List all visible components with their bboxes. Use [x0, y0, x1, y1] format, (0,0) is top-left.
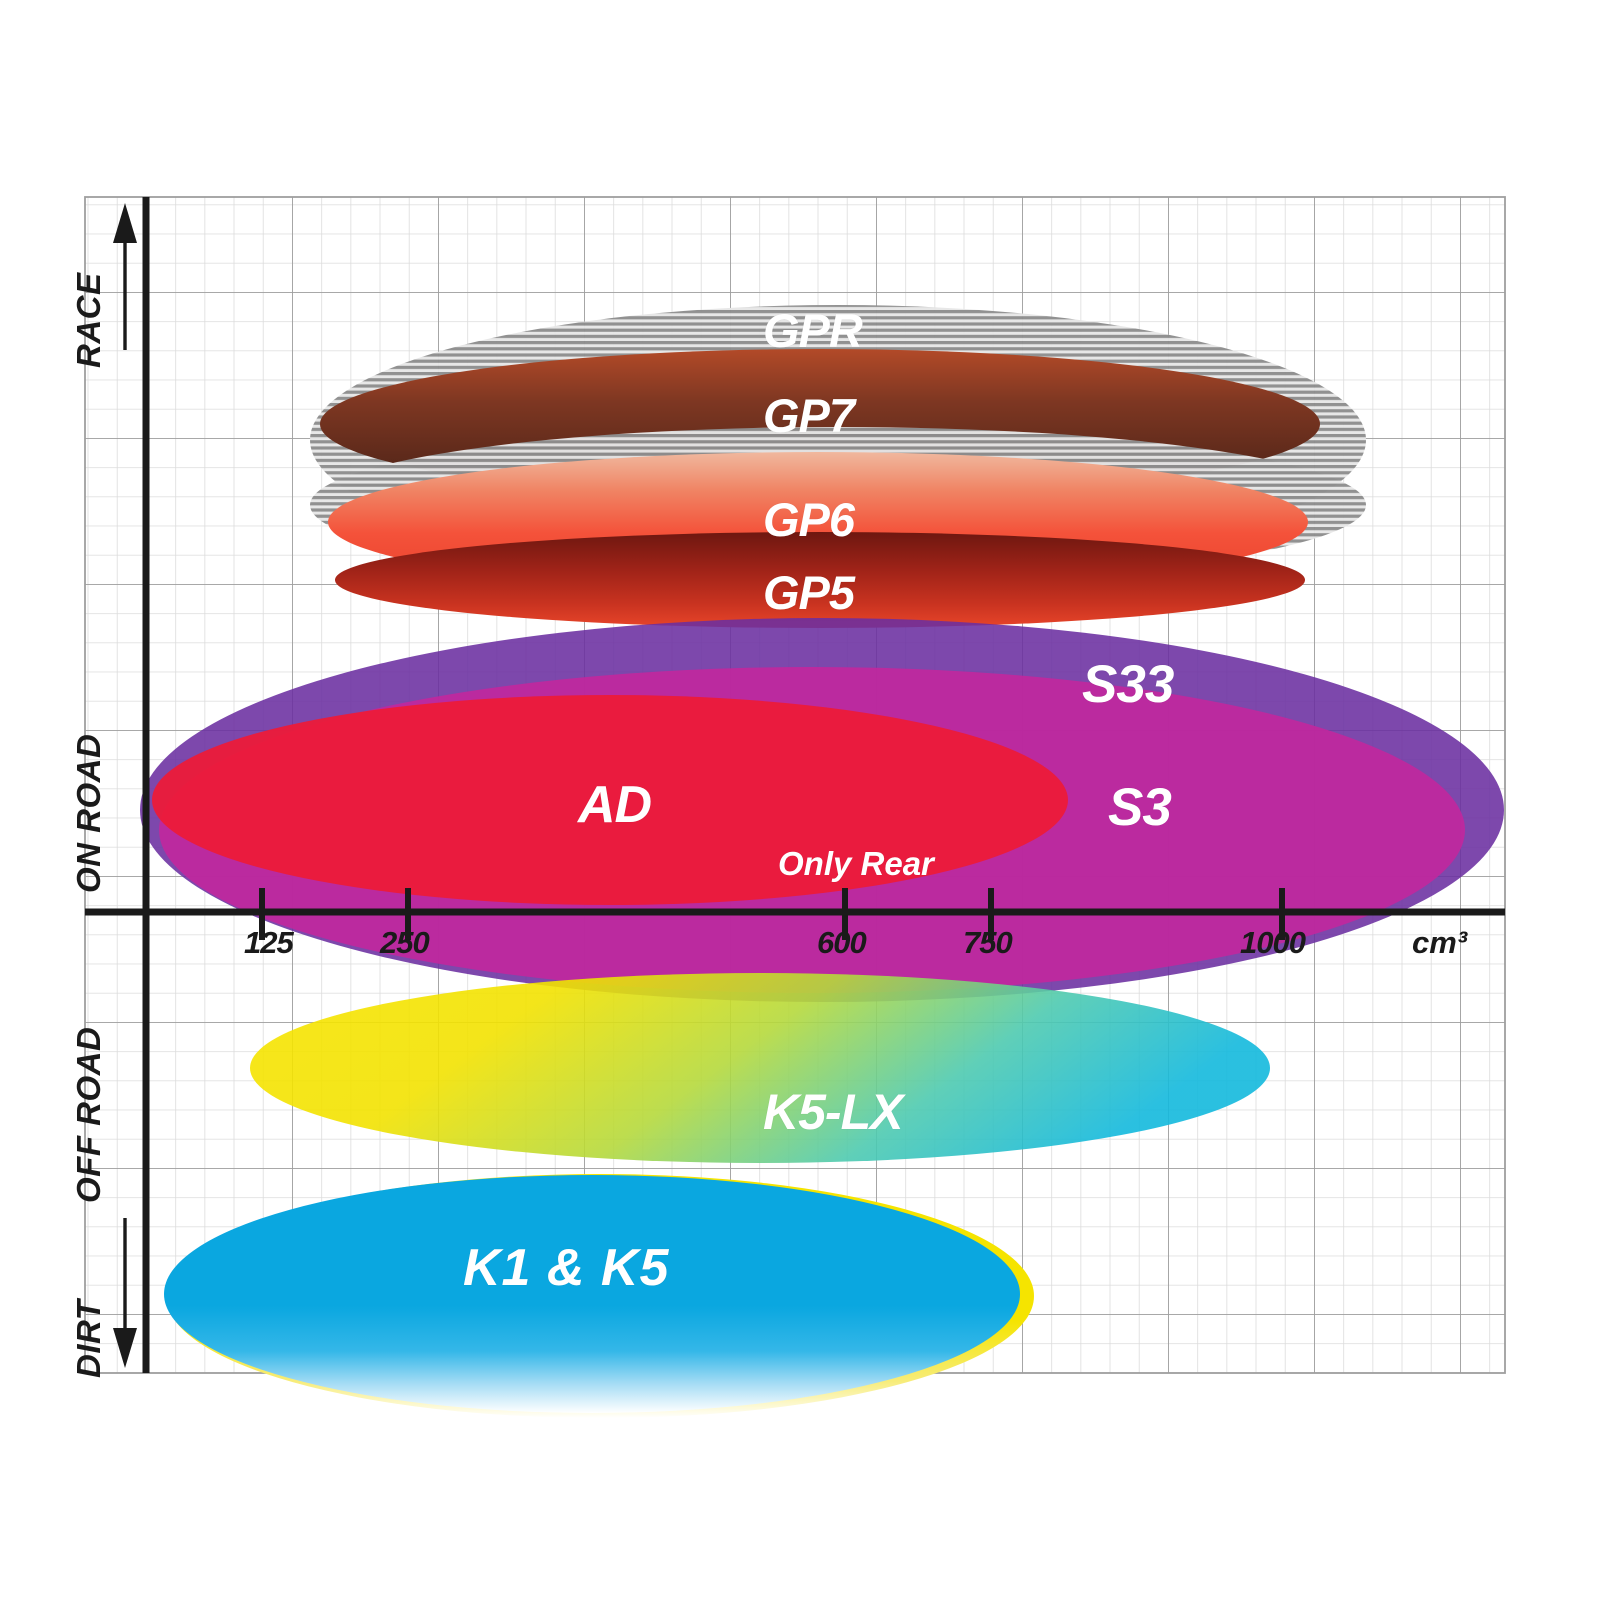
region-label-gp5: GP5: [763, 566, 855, 619]
region-label-gp6: GP6: [763, 493, 855, 546]
y-band-label-race: RACE: [70, 272, 107, 368]
region-label-s3: S3: [1108, 778, 1172, 837]
region-label-s33: S33: [1082, 655, 1174, 714]
region-k1k5: [164, 1174, 1034, 1418]
x-tick-label-125: 125: [244, 925, 294, 960]
region-label-gpr: GPR: [763, 304, 863, 357]
x-tick-label-750: 750: [963, 925, 1013, 960]
y-band-label-off-road: OFF ROAD: [70, 1026, 107, 1203]
x-axis-ticks: [259, 888, 1285, 940]
region-gp5: [335, 532, 1305, 628]
dirt-direction-arrow: [113, 1218, 137, 1368]
race-direction-arrow: [113, 203, 137, 350]
y-band-label-on-road: ON ROAD: [70, 733, 107, 893]
region-k5lx: [250, 973, 1270, 1163]
region-label-only-rear: Only Rear: [778, 845, 934, 882]
region-ad: [152, 695, 1068, 905]
region-label-k5lx: K5-LX: [763, 1084, 903, 1140]
region-label-ad: AD: [578, 776, 652, 834]
x-tick-label-1000: 1000: [1240, 925, 1306, 960]
x-tick-label-250: 250: [380, 925, 430, 960]
region-label-k1k5: K1 & K5: [463, 1239, 670, 1297]
y-band-label-dirt: DIRT: [70, 1299, 107, 1378]
x-tick-label-600: 600: [817, 925, 867, 960]
chart-axes: [85, 197, 1505, 1373]
x-axis-unit-label: cm³: [1412, 925, 1468, 960]
region-label-gp7: GP7: [763, 389, 855, 442]
